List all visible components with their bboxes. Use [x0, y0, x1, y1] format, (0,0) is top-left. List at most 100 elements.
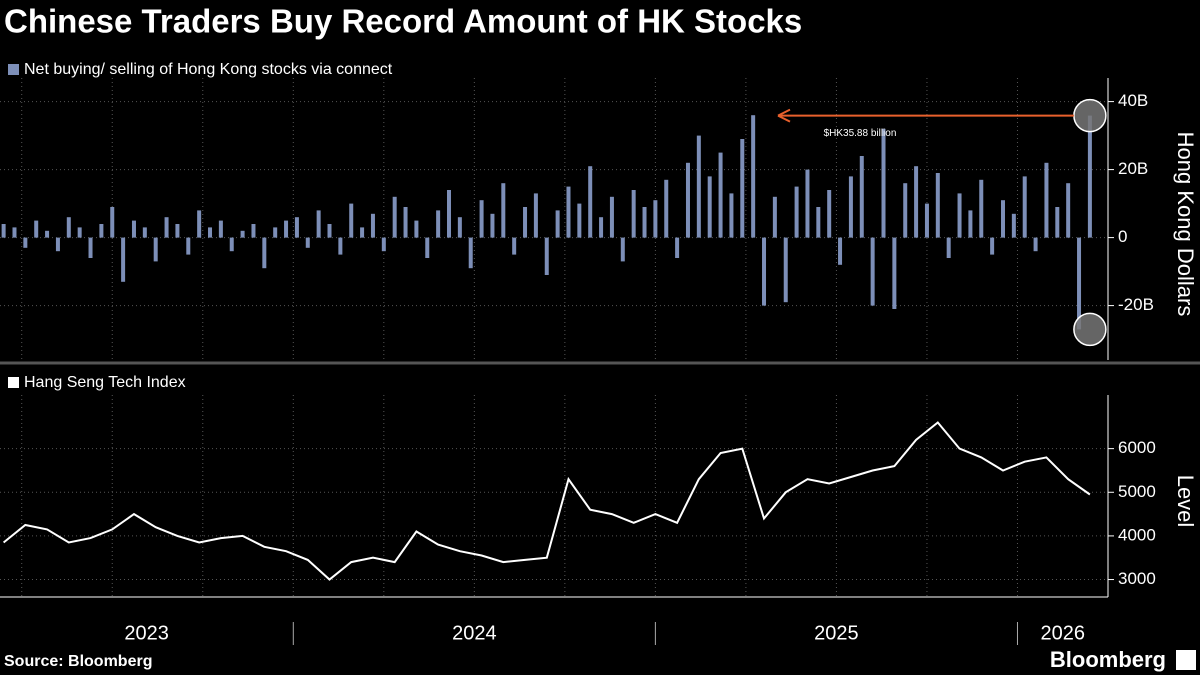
bar	[664, 179, 669, 238]
bar	[34, 220, 39, 238]
bar	[838, 237, 843, 265]
bar	[1066, 183, 1071, 238]
bar	[23, 237, 28, 248]
bar	[577, 203, 582, 238]
bar	[685, 162, 690, 238]
bar	[392, 196, 397, 238]
legend-label: Net buying/ selling of Hong Kong stocks …	[24, 61, 393, 78]
bar	[707, 176, 712, 238]
bar	[609, 196, 614, 238]
bar	[1011, 213, 1016, 238]
bar	[1, 224, 6, 238]
bar	[544, 237, 549, 275]
bar	[110, 207, 115, 238]
bar	[197, 210, 202, 238]
bar	[262, 237, 267, 269]
bar	[512, 237, 517, 255]
bar	[1033, 237, 1038, 252]
bar	[805, 169, 810, 238]
bar	[1087, 115, 1092, 238]
y-tick-label: 0	[1118, 227, 1127, 246]
y-tick-label: 40B	[1118, 91, 1148, 110]
bar	[12, 227, 17, 238]
bar	[566, 186, 571, 238]
bar	[131, 220, 136, 238]
y-axis-title: Hong Kong Dollars	[1173, 132, 1198, 317]
bar	[468, 237, 473, 269]
bar	[77, 227, 82, 238]
bar	[66, 217, 71, 238]
bar	[533, 193, 538, 238]
bar	[914, 166, 919, 238]
bar	[305, 237, 310, 248]
y-tick-label: 3000	[1118, 569, 1156, 588]
x-tick-label: 2026	[1040, 622, 1085, 644]
bar	[653, 200, 658, 238]
bar	[142, 227, 147, 238]
bar	[294, 217, 299, 238]
bar	[218, 220, 223, 238]
bar	[240, 230, 245, 238]
bar	[588, 166, 593, 238]
bar	[153, 237, 158, 262]
bar	[892, 237, 897, 309]
bar	[45, 230, 50, 238]
y-tick-label: 6000	[1118, 438, 1156, 457]
bar	[631, 190, 636, 238]
x-tick-label: 2024	[452, 622, 497, 644]
bar	[957, 193, 962, 238]
bar	[121, 237, 126, 282]
bar	[403, 207, 408, 238]
bar	[642, 207, 647, 238]
bar	[729, 193, 734, 238]
bar	[848, 176, 853, 238]
bar	[555, 210, 560, 238]
bar	[370, 213, 375, 238]
bar	[273, 227, 278, 238]
bar	[1000, 200, 1005, 238]
bar	[175, 224, 180, 238]
bar	[772, 196, 777, 238]
bar	[827, 190, 832, 238]
y-tick-label: 20B	[1118, 159, 1148, 178]
bar	[360, 227, 365, 238]
bar	[968, 210, 973, 238]
logo: Bloomberg	[1050, 647, 1166, 672]
bar	[1044, 162, 1049, 238]
bar	[349, 203, 354, 238]
legend-swatch	[8, 377, 19, 388]
bar	[794, 186, 799, 238]
legend-swatch	[8, 64, 19, 75]
bar	[946, 237, 951, 258]
bar	[1022, 176, 1027, 238]
bar	[903, 183, 908, 238]
bar	[979, 179, 984, 238]
bar	[284, 220, 289, 238]
bar	[425, 237, 430, 258]
x-tick-label: 2025	[814, 622, 859, 644]
bar	[501, 183, 506, 238]
bar	[1055, 207, 1060, 238]
bar	[523, 207, 528, 238]
bar	[870, 237, 875, 306]
bar	[740, 139, 745, 238]
bar	[479, 200, 484, 238]
bar	[381, 237, 386, 252]
bar	[457, 217, 462, 238]
y-tick-label: 5000	[1118, 482, 1156, 501]
bar	[783, 237, 788, 303]
bar	[762, 237, 767, 306]
bar	[414, 220, 419, 238]
highlight-circle	[1073, 312, 1107, 347]
bar	[327, 224, 332, 238]
source: Source: Bloomberg	[4, 653, 152, 670]
bar	[88, 237, 93, 258]
chart-title: Chinese Traders Buy Record Amount of HK …	[4, 3, 802, 40]
bar	[935, 173, 940, 238]
bar	[229, 237, 234, 252]
bar	[816, 207, 821, 238]
bar	[859, 156, 864, 238]
bar	[99, 224, 104, 238]
